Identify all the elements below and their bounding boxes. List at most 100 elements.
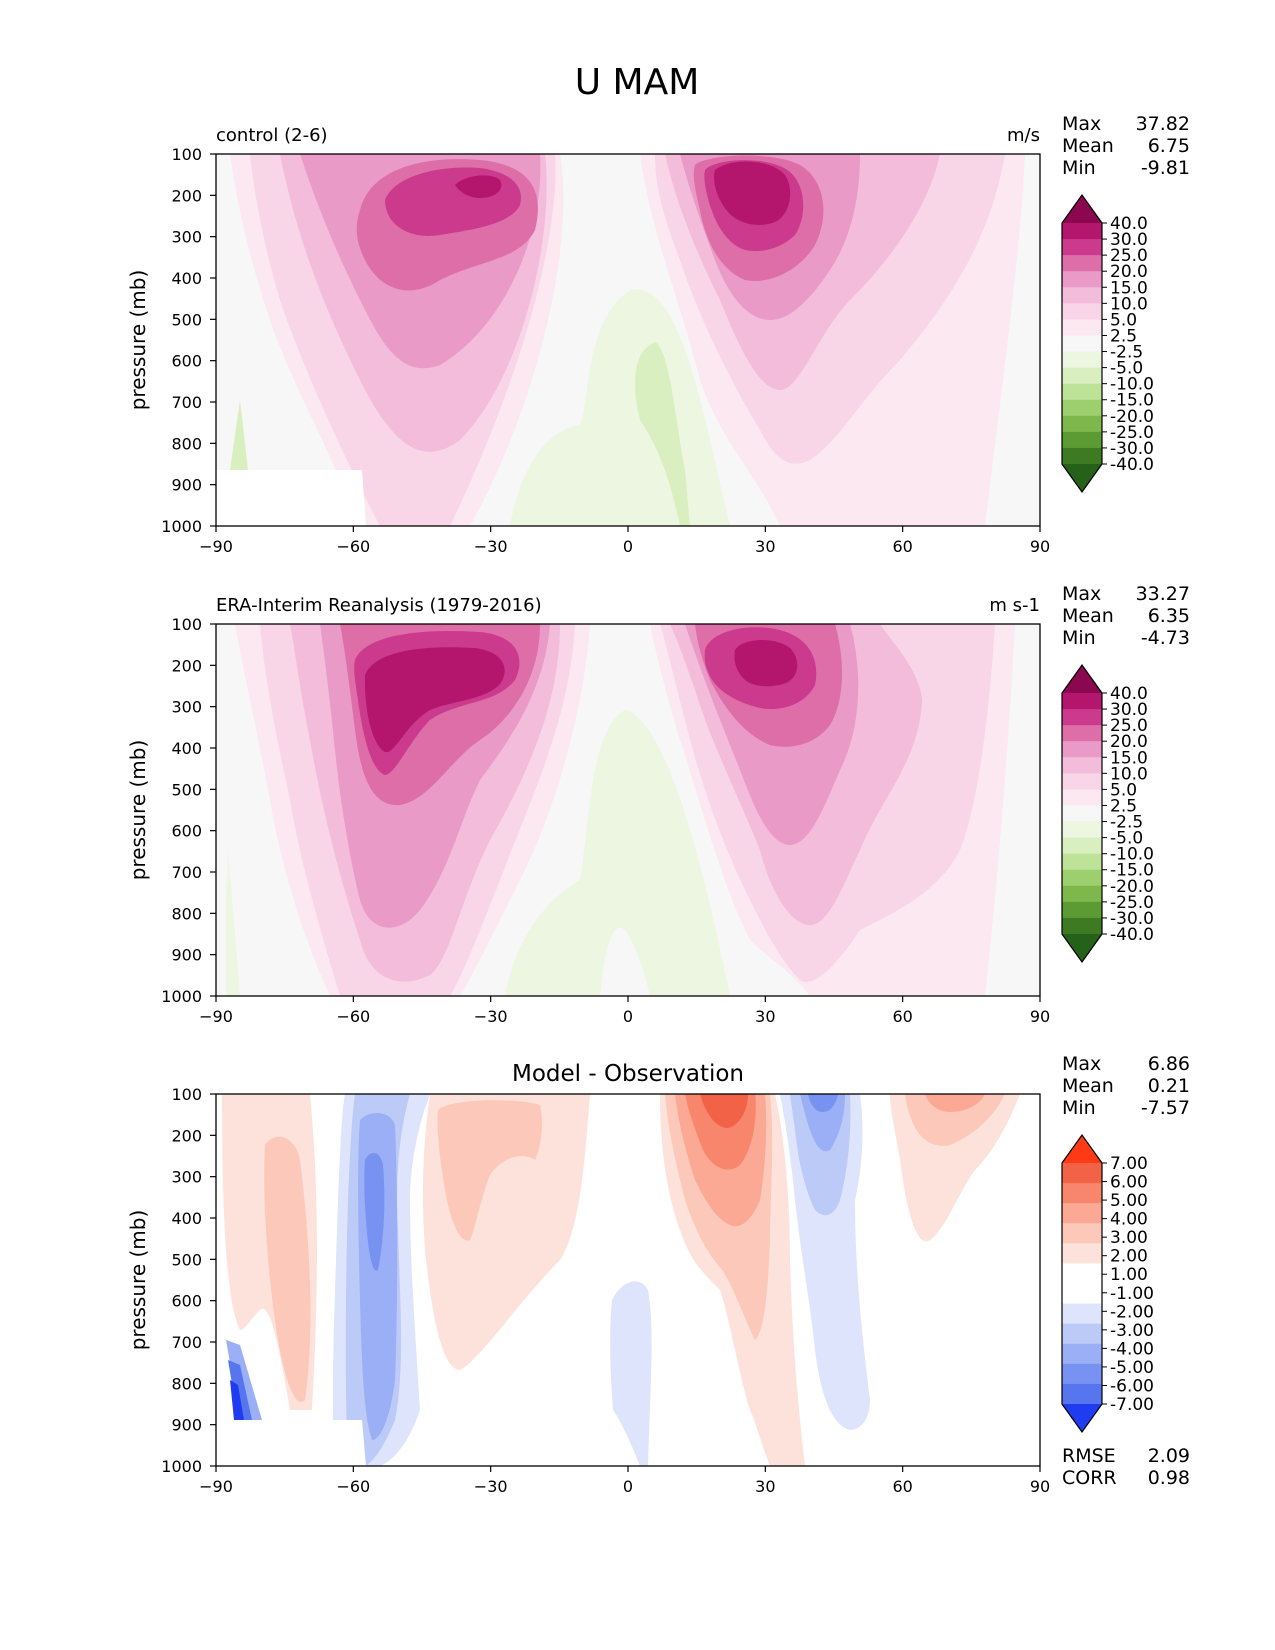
metrics-block: RMSE 2.09 CORR 0.98	[1062, 1445, 1190, 1489]
y-tick-label: 500	[171, 310, 202, 329]
colorbar-label: 4.00	[1110, 1210, 1148, 1230]
contour-red-9	[700, 1094, 748, 1128]
plot-area-era-interim	[216, 624, 1040, 996]
contour-blue-8	[808, 1094, 838, 1112]
colorbar-label: 5.0	[1110, 780, 1137, 800]
y-tick-label: 1000	[161, 1457, 202, 1476]
colorbar-segment	[1062, 757, 1102, 774]
contour-green-2	[635, 342, 690, 526]
colorbar-label: -5.0	[1110, 359, 1143, 379]
metric-label: RMSE	[1062, 1445, 1116, 1467]
colorbar-extend-top	[1062, 665, 1102, 693]
stat-label: Min	[1062, 157, 1096, 179]
y-tick-label: 200	[171, 1126, 202, 1145]
x-tick-label: −60	[336, 1477, 370, 1496]
colorbar-label: -3.00	[1110, 1321, 1154, 1341]
colorbar-segment	[1062, 1183, 1102, 1204]
y-tick-label: 800	[171, 1374, 202, 1393]
colorbar-segment	[1062, 1323, 1102, 1345]
panel-title: control (2-6)	[216, 125, 328, 146]
metric-value: 2.09	[1148, 1445, 1190, 1467]
colorbar-segment	[1062, 837, 1102, 855]
x-tick-label: 90	[1030, 537, 1050, 556]
stat-label: Min	[1062, 627, 1096, 649]
x-ticks: −90 −60 −30 0 30 60 90	[199, 996, 1050, 1026]
colorbar-segment	[1062, 1363, 1102, 1385]
stat-label: Max	[1062, 1053, 1101, 1075]
x-tick-label: 0	[623, 1477, 633, 1496]
y-tick-label: 700	[171, 393, 202, 412]
colorbar-segment	[1062, 431, 1102, 449]
contour-green-3	[230, 400, 248, 470]
colorbar-label: -1.00	[1110, 1284, 1154, 1304]
colorbar-segment	[1062, 383, 1102, 401]
colorbar-label: -30.0	[1110, 909, 1154, 929]
colorbar-segment	[1062, 773, 1102, 790]
stat-value: 33.27	[1136, 583, 1190, 605]
colorbar-label: -15.0	[1110, 391, 1154, 411]
contour-red-11	[905, 1094, 1005, 1146]
colorbar-label: 20.0	[1110, 732, 1148, 752]
colorbar-label: 5.00	[1110, 1191, 1148, 1211]
y-tick-label: 400	[171, 739, 202, 758]
contour-blue-polar-3	[230, 1380, 244, 1420]
colorbar-segment	[1062, 1303, 1102, 1325]
y-axis-label: pressure (mb)	[126, 1210, 150, 1351]
colorbar-segment	[1062, 399, 1102, 417]
colorbar-label: 25.0	[1110, 246, 1148, 266]
colorbar-segment	[1062, 901, 1102, 919]
x-ticks: −90 −60 −30 0 30 60 90	[199, 1466, 1050, 1496]
colorbar-label: 40.0	[1110, 684, 1148, 704]
panel-control: control (2-6) m/s pressure (mb) 100 200 30…	[126, 113, 1190, 556]
masked-terrain	[216, 1420, 366, 1466]
colorbar-label: 5.0	[1110, 310, 1137, 330]
colorbar-extend-top	[1062, 195, 1102, 223]
y-tick-label: 800	[171, 904, 202, 923]
contour-green-edge	[226, 870, 234, 996]
stat-value: 6.35	[1148, 605, 1190, 627]
y-tick-label: 500	[171, 1250, 202, 1269]
x-tick-label: 60	[892, 1007, 912, 1026]
x-tick-label: 30	[755, 537, 775, 556]
colorbar: 40.030.025.020.015.010.05.02.5-2.5-5.0-1…	[1061, 193, 1154, 494]
colorbar-segment	[1062, 741, 1102, 758]
colorbar-label: 7.00	[1110, 1154, 1148, 1174]
x-tick-label: 90	[1030, 1477, 1050, 1496]
colorbar-label: 25.0	[1110, 716, 1148, 736]
masked-terrain	[216, 470, 366, 526]
y-tick-label: 1000	[161, 987, 202, 1006]
colorbar-label: -2.5	[1110, 343, 1143, 363]
stat-value: -9.81	[1141, 157, 1190, 179]
contour-blue-5	[780, 1094, 870, 1430]
colorbar-segment	[1062, 821, 1102, 839]
colorbar-segment	[1062, 303, 1102, 320]
y-tick-label: 700	[171, 863, 202, 882]
colorbar-label: -4.00	[1110, 1339, 1154, 1359]
colorbar-segment	[1062, 1283, 1102, 1305]
metric-label: CORR	[1062, 1467, 1117, 1489]
stat-label: Mean	[1062, 135, 1114, 157]
contour-blue-4	[364, 1153, 385, 1271]
colorbar-label: -5.0	[1110, 829, 1143, 849]
colorbar-label: 15.0	[1110, 278, 1148, 298]
stats-block: Max 33.27 Mean 6.35 Min -4.73	[1062, 583, 1190, 649]
contour-north-7	[734, 639, 798, 687]
colorbar-segment	[1062, 917, 1102, 935]
y-ticks: 100 200 300 400 500 600 700 800 900 1000	[161, 145, 216, 536]
colorbar-segment	[1062, 415, 1102, 433]
colorbar-label: -15.0	[1110, 861, 1154, 881]
panel-title: Model - Observation	[512, 1061, 744, 1087]
stat-value: -7.57	[1141, 1097, 1190, 1119]
x-tick-label: −90	[199, 1477, 233, 1496]
stat-value: 37.82	[1136, 113, 1190, 135]
x-tick-label: 0	[623, 1007, 633, 1026]
y-tick-label: 100	[171, 145, 202, 164]
colorbar-label: 3.00	[1110, 1228, 1148, 1248]
y-tick-label: 800	[171, 434, 202, 453]
colorbar-label: 2.5	[1110, 326, 1137, 346]
colorbar-label: -20.0	[1110, 877, 1154, 897]
x-tick-label: 60	[892, 537, 912, 556]
stat-label: Mean	[1062, 605, 1114, 627]
y-tick-label: 300	[171, 1168, 202, 1187]
